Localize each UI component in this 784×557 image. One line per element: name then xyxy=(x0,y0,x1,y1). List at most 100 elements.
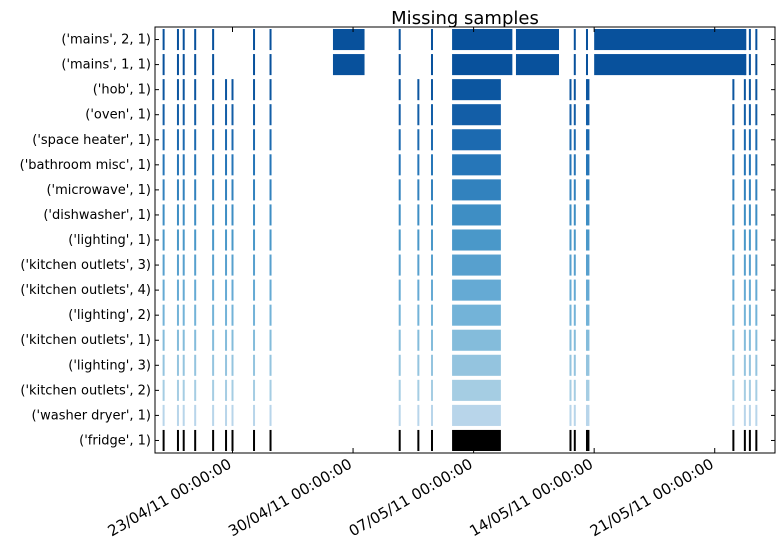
gap-bars xyxy=(162,29,758,451)
short-gap-mark xyxy=(194,29,197,51)
short-gap-mark xyxy=(182,229,185,251)
gap-bar xyxy=(452,254,501,276)
short-gap-mark xyxy=(225,279,228,301)
short-gap-mark xyxy=(253,429,256,451)
short-gap-mark xyxy=(398,329,401,351)
y-tick-label: ('lighting', 3) xyxy=(68,358,151,373)
short-gap-mark xyxy=(162,29,165,51)
gap-bar xyxy=(452,329,501,351)
y-tick-label: ('kitchen outlets', 1) xyxy=(20,333,151,348)
short-gap-mark xyxy=(748,279,751,301)
short-gap-mark xyxy=(231,279,234,301)
short-gap-mark xyxy=(417,204,420,226)
short-gap-mark xyxy=(225,354,228,376)
short-gap-mark xyxy=(194,354,197,376)
short-gap-mark xyxy=(430,404,433,426)
short-gap-mark xyxy=(398,254,401,276)
short-gap-mark xyxy=(212,429,215,451)
short-gap-mark xyxy=(398,354,401,376)
short-gap-mark xyxy=(162,279,165,301)
short-gap-mark xyxy=(162,129,165,151)
short-gap-mark xyxy=(212,179,215,201)
y-tick-label: ('kitchen outlets', 4) xyxy=(20,283,151,298)
y-tick-label: ('kitchen outlets', 3) xyxy=(20,258,151,273)
short-gap-mark xyxy=(748,429,751,451)
short-gap-mark xyxy=(748,104,751,126)
short-gap-mark xyxy=(585,254,588,276)
short-gap-mark xyxy=(176,254,179,276)
short-gap-mark xyxy=(732,379,735,401)
short-gap-mark xyxy=(573,379,576,401)
short-gap-mark xyxy=(430,329,433,351)
short-gap-mark xyxy=(162,354,165,376)
short-gap-mark xyxy=(569,179,572,201)
short-gap-mark xyxy=(748,54,751,76)
short-gap-mark xyxy=(269,279,272,301)
short-gap-mark xyxy=(743,104,746,126)
short-gap-mark xyxy=(194,429,197,451)
short-gap-mark xyxy=(430,54,433,76)
short-gap-mark xyxy=(231,129,234,151)
short-gap-mark xyxy=(269,204,272,226)
short-gap-mark xyxy=(182,29,185,51)
short-gap-mark xyxy=(417,329,420,351)
short-gap-mark xyxy=(417,279,420,301)
short-gap-mark xyxy=(231,229,234,251)
short-gap-mark xyxy=(194,104,197,126)
short-gap-mark xyxy=(212,379,215,401)
short-gap-mark xyxy=(417,179,420,201)
short-gap-mark xyxy=(748,229,751,251)
short-gap-mark xyxy=(225,204,228,226)
short-gap-mark xyxy=(253,54,256,76)
short-gap-mark xyxy=(430,79,433,101)
short-gap-mark xyxy=(231,254,234,276)
short-gap-mark xyxy=(569,379,572,401)
short-gap-mark xyxy=(743,354,746,376)
short-gap-mark xyxy=(231,154,234,176)
short-gap-mark xyxy=(755,154,758,176)
y-tick-label: ('dishwasher', 1) xyxy=(43,208,151,223)
short-gap-mark xyxy=(743,54,746,76)
short-gap-mark xyxy=(176,354,179,376)
short-gap-mark xyxy=(162,54,165,76)
short-gap-mark xyxy=(225,304,228,326)
short-gap-mark xyxy=(176,179,179,201)
short-gap-mark xyxy=(569,229,572,251)
gap-bar xyxy=(452,204,501,226)
short-gap-mark xyxy=(573,279,576,301)
short-gap-mark xyxy=(253,254,256,276)
short-gap-mark xyxy=(732,279,735,301)
short-gap-mark xyxy=(587,279,590,301)
short-gap-mark xyxy=(430,279,433,301)
short-gap-mark xyxy=(585,329,588,351)
short-gap-mark xyxy=(732,229,735,251)
short-gap-mark xyxy=(176,279,179,301)
short-gap-mark xyxy=(182,379,185,401)
short-gap-mark xyxy=(182,79,185,101)
short-gap-mark xyxy=(269,104,272,126)
short-gap-mark xyxy=(194,329,197,351)
short-gap-mark xyxy=(573,329,576,351)
short-gap-mark xyxy=(194,129,197,151)
short-gap-mark xyxy=(194,229,197,251)
short-gap-mark xyxy=(755,279,758,301)
y-tick-label: ('microwave', 1) xyxy=(46,183,151,198)
short-gap-mark xyxy=(212,254,215,276)
short-gap-mark xyxy=(253,329,256,351)
short-gap-mark xyxy=(231,429,234,451)
short-gap-mark xyxy=(587,404,590,426)
gap-bar xyxy=(452,154,501,176)
short-gap-mark xyxy=(398,279,401,301)
short-gap-mark xyxy=(743,329,746,351)
short-gap-mark xyxy=(182,154,185,176)
short-gap-mark xyxy=(212,329,215,351)
short-gap-mark xyxy=(585,79,588,101)
short-gap-mark xyxy=(755,329,758,351)
short-gap-mark xyxy=(231,379,234,401)
short-gap-mark xyxy=(569,329,572,351)
short-gap-mark xyxy=(569,354,572,376)
x-tick-label: 14/05/11 00:00:00 xyxy=(466,455,596,540)
short-gap-mark xyxy=(732,204,735,226)
short-gap-mark xyxy=(162,104,165,126)
short-gap-mark xyxy=(269,304,272,326)
